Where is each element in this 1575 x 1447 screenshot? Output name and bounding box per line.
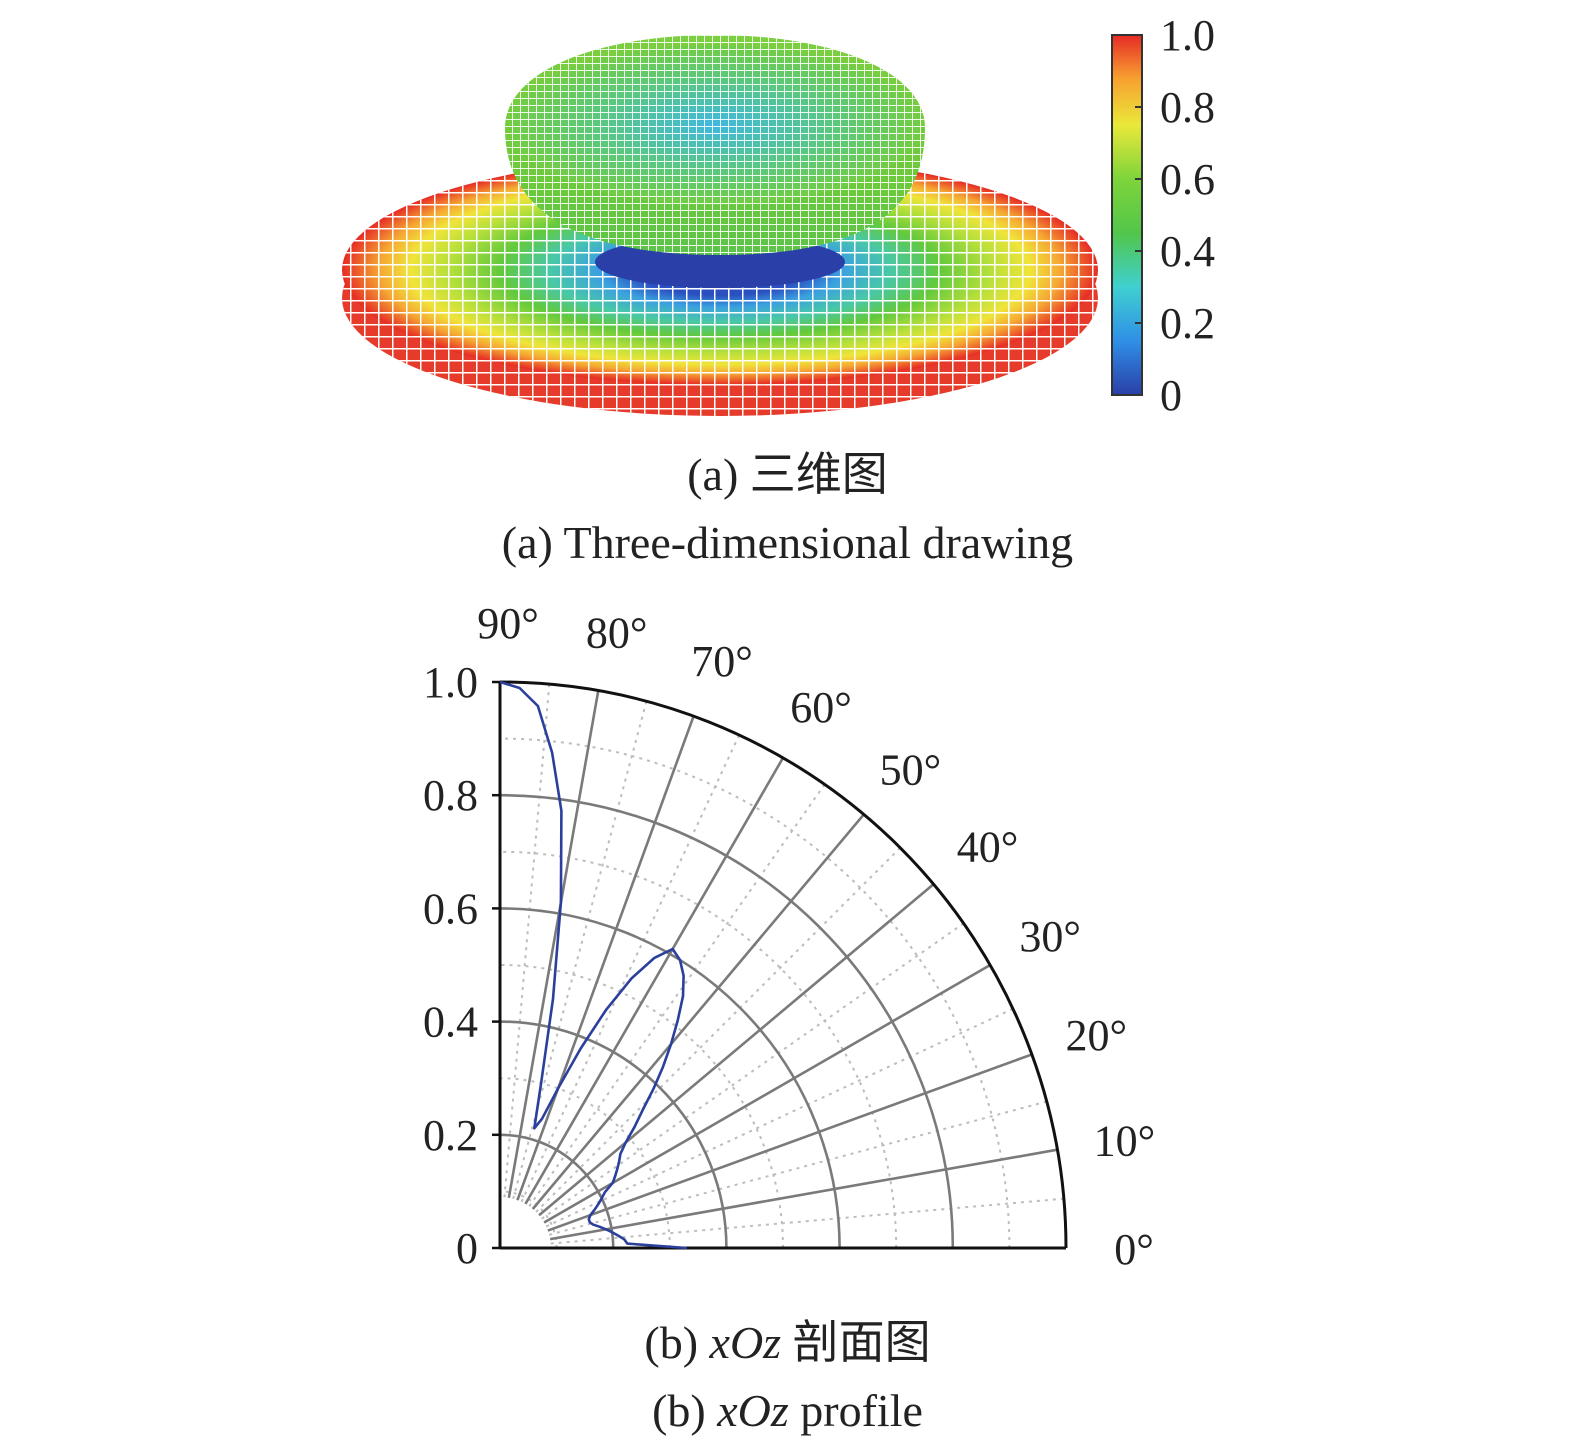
angle-tick-label: 60°	[790, 683, 852, 732]
minor-spoke	[503, 684, 551, 1198]
caption-b-en-suffix: profile	[788, 1385, 923, 1436]
major-spoke	[524, 757, 785, 1205]
major-ring	[499, 793, 955, 1249]
caption-a-cn: (a) 三维图	[687, 449, 888, 500]
major-spoke	[549, 1148, 1058, 1241]
caption-a-en: (a) Three-dimensional drawing	[501, 517, 1074, 568]
colorbar: 0 0.2 0.4 0.6 0.8 1.0	[1111, 11, 1215, 420]
major-spoke	[531, 813, 865, 1210]
caption-b-cn: (b) xOz 剖面图	[0, 1320, 1575, 1366]
colorbar-scale	[1111, 34, 1143, 396]
major-ring	[499, 1133, 615, 1249]
minor-spoke	[541, 922, 965, 1220]
minor-spoke	[545, 1007, 1014, 1228]
radial-tick-label: 0.2	[423, 1111, 478, 1160]
minor-spoke	[548, 1100, 1047, 1236]
angle-tick-label: 80°	[586, 609, 648, 658]
3d-pattern-surface	[342, 35, 1098, 416]
colorbar-tick-label: 1.0	[1160, 11, 1215, 60]
minor-spoke	[520, 734, 741, 1203]
major-ring	[499, 907, 841, 1249]
radial-tick-label: 0.4	[423, 998, 478, 1047]
major-spoke	[543, 963, 991, 1224]
minor-ring	[499, 737, 1011, 1249]
angle-tick-label: 70°	[691, 637, 753, 686]
angle-tick-label: 90°	[477, 599, 539, 648]
caption-b-cn-italic: xOz	[709, 1317, 782, 1368]
angle-tick-label: 20°	[1065, 1011, 1127, 1060]
radial-tick-label: 0.8	[423, 771, 478, 820]
angle-tick-label: 30°	[1019, 912, 1081, 961]
colorbar-tick-label: 0.6	[1160, 155, 1215, 204]
angle-tick-label: 0°	[1114, 1225, 1154, 1274]
radial-tick-label: 0	[456, 1224, 478, 1273]
minor-spoke	[512, 701, 648, 1200]
caption-b-en-italic: xOz	[717, 1385, 789, 1436]
polar-chart: 0 0.2 0.4 0.6 0.8 1.0 0° 10° 20° 30°40° 50° 60° 70°…	[423, 599, 1155, 1274]
angle-tick-label: 50°	[880, 745, 942, 794]
minor-spoke	[528, 783, 826, 1207]
major-ring	[499, 1020, 728, 1249]
caption-b-cn-suffix: 剖面图	[781, 1317, 931, 1368]
major-spoke	[547, 1053, 1033, 1232]
minor-ring	[499, 964, 784, 1249]
minor-spoke	[535, 847, 901, 1213]
caption-b-cn-prefix: (b)	[644, 1317, 710, 1368]
colorbar-tick-label: 0.4	[1160, 227, 1215, 276]
major-spoke	[516, 715, 695, 1201]
colorbar-tick-label: 0	[1160, 371, 1182, 420]
colorbar-tick-label: 0.8	[1160, 83, 1215, 132]
caption-b-en-prefix: (b)	[652, 1385, 718, 1436]
major-spoke	[507, 690, 600, 1199]
major-spoke	[538, 883, 935, 1217]
radial-tick-label: 1.0	[423, 658, 478, 707]
caption-b-en: (b) xOz profile	[0, 1388, 1575, 1434]
minor-ring	[499, 850, 898, 1249]
minor-spoke	[550, 1197, 1064, 1245]
polar-outer-arc	[499, 680, 1068, 1249]
radial-tick-label: 0.6	[423, 884, 478, 933]
angle-tick-label: 40°	[957, 823, 1019, 872]
angle-tick-label: 10°	[1094, 1116, 1156, 1165]
radiation-pattern-line	[499, 680, 687, 1250]
colorbar-tick-label: 0.2	[1160, 299, 1215, 348]
